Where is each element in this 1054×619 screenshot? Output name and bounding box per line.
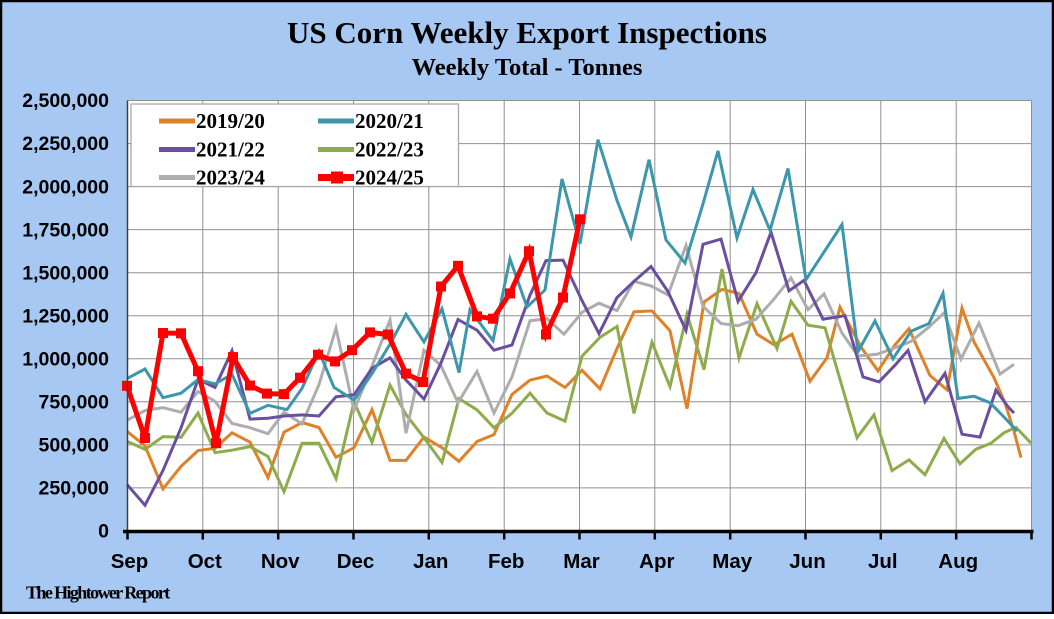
- svg-text:1,750,000: 1,750,000: [22, 219, 109, 241]
- svg-text:2,000,000: 2,000,000: [22, 176, 109, 198]
- svg-text:2020/21: 2020/21: [355, 109, 424, 133]
- svg-text:May: May: [712, 550, 752, 573]
- svg-text:Weekly Total - Tonnes: Weekly Total - Tonnes: [412, 54, 643, 81]
- svg-text:500,000: 500,000: [39, 435, 110, 457]
- svg-text:750,000: 750,000: [39, 392, 110, 414]
- svg-text:2,250,000: 2,250,000: [22, 133, 109, 155]
- svg-text:Jul: Jul: [868, 550, 898, 573]
- svg-text:2,500,000: 2,500,000: [22, 90, 109, 112]
- svg-text:Jun: Jun: [789, 550, 825, 573]
- svg-text:Apr: Apr: [639, 550, 674, 573]
- svg-text:1,250,000: 1,250,000: [22, 305, 109, 327]
- svg-text:Feb: Feb: [488, 550, 524, 573]
- svg-text:Jan: Jan: [413, 550, 448, 573]
- svg-text:2019/20: 2019/20: [196, 109, 265, 133]
- svg-text:2024/25: 2024/25: [355, 166, 424, 190]
- svg-text:Mar: Mar: [563, 550, 599, 573]
- svg-text:Oct: Oct: [188, 550, 222, 573]
- svg-text:Dec: Dec: [337, 550, 375, 573]
- svg-text:1,000,000: 1,000,000: [22, 349, 109, 371]
- svg-text:0: 0: [98, 521, 109, 543]
- svg-text:1,500,000: 1,500,000: [22, 262, 109, 284]
- svg-text:250,000: 250,000: [39, 478, 110, 500]
- svg-text:2022/23: 2022/23: [355, 138, 424, 162]
- svg-text:US Corn Weekly Export Inspecti: US Corn Weekly Export Inspections: [287, 15, 767, 50]
- svg-text:Nov: Nov: [261, 550, 300, 573]
- svg-text:Aug: Aug: [938, 550, 978, 573]
- svg-text:2023/24: 2023/24: [196, 166, 265, 190]
- svg-text:2021/22: 2021/22: [196, 138, 265, 162]
- svg-text:Sep: Sep: [111, 550, 149, 573]
- svg-text:The Hightower Report: The Hightower Report: [26, 583, 170, 603]
